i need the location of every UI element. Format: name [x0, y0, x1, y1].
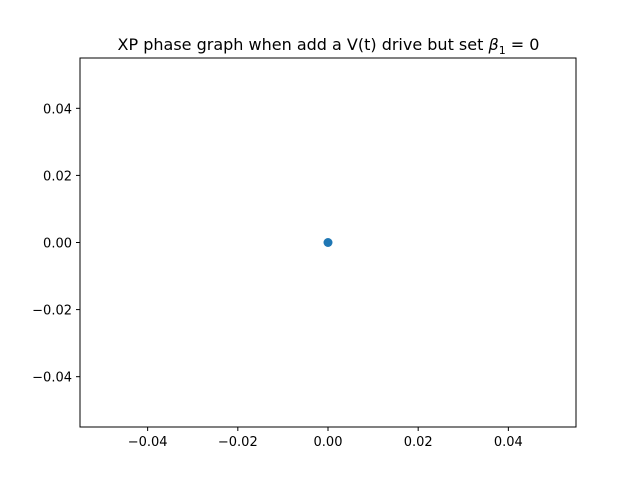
chart-title-beta-symbol: β	[487, 35, 498, 54]
y-axis-ticks: −0.04 −0.02 0.00 0.02 0.04	[32, 102, 80, 386]
data-points	[323, 238, 333, 247]
x-tick-label: −0.02	[218, 435, 258, 450]
y-tick-label: 0.00	[43, 237, 72, 252]
x-tick-label: −0.04	[128, 435, 168, 450]
chart-title-suffix: = 0	[506, 35, 540, 54]
chart-title-beta-subscript: 1	[499, 44, 506, 57]
y-tick-label: −0.02	[32, 304, 72, 319]
plot-frame	[79, 57, 577, 428]
x-axis-ticks: −0.04 −0.02 0.00 0.02 0.04	[128, 427, 523, 450]
x-tick-label: 0.04	[494, 435, 523, 450]
chart-title-prefix: XP phase graph when add a V(t) drive but…	[118, 35, 489, 54]
x-tick-label: 0.00	[314, 435, 343, 450]
y-tick-label: 0.04	[43, 102, 72, 117]
chart-title: XP phase graph when add a V(t) drive but…	[118, 35, 540, 57]
scatter-point	[323, 238, 333, 247]
y-tick-label: −0.04	[32, 371, 72, 386]
x-tick-label: 0.02	[404, 435, 433, 450]
y-tick-label: 0.02	[43, 169, 72, 184]
